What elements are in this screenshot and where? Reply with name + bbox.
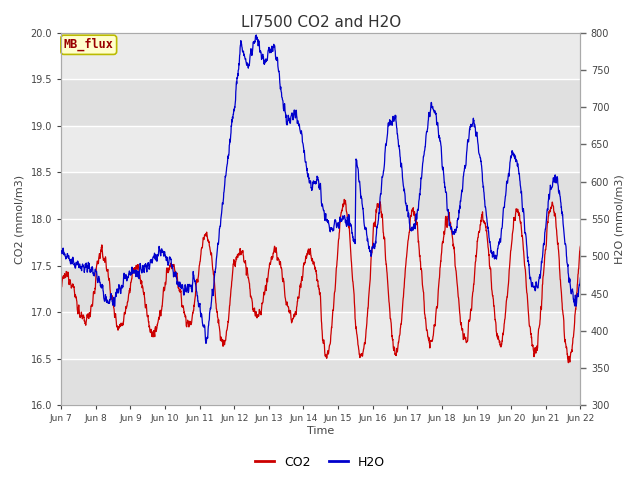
X-axis label: Time: Time: [307, 426, 335, 436]
Bar: [61, 359, 580, 406]
Text: MB_flux: MB_flux: [64, 38, 114, 51]
Bar: [61, 79, 580, 126]
Title: LI7500 CO2 and H2O: LI7500 CO2 and H2O: [241, 15, 401, 30]
Bar: [61, 312, 580, 359]
Y-axis label: CO2 (mmol/m3): CO2 (mmol/m3): [15, 174, 25, 264]
Bar: [61, 172, 580, 219]
Bar: [61, 265, 580, 312]
Legend: CO2, H2O: CO2, H2O: [250, 451, 390, 474]
Bar: [61, 219, 580, 265]
Bar: [61, 126, 580, 172]
Bar: [61, 33, 580, 79]
Y-axis label: H2O (mmol/m3): H2O (mmol/m3): [615, 174, 625, 264]
